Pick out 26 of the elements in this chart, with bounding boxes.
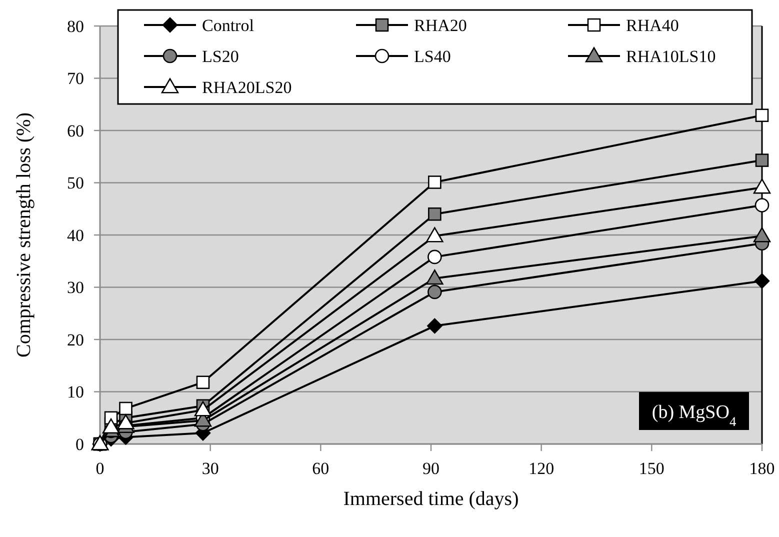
y-axis-title: Compressive strength loss (%) bbox=[13, 112, 35, 358]
y-tick-label: 30 bbox=[67, 278, 84, 298]
legend-label: RHA10LS10 bbox=[626, 46, 716, 66]
annotation: (b) MgSO$_{4}$ bbox=[652, 402, 736, 428]
x-tick-label: 0 bbox=[96, 459, 104, 478]
x-tick-label: 120 bbox=[528, 459, 554, 478]
y-tick-label: 70 bbox=[67, 69, 84, 88]
y-tick-label: 60 bbox=[67, 121, 84, 140]
x-axis-title: Immersed time (days) bbox=[343, 488, 519, 510]
legend-label: RHA40 bbox=[626, 16, 679, 35]
x-tick-label: 60 bbox=[312, 459, 330, 478]
y-tick-label: 80 bbox=[67, 16, 84, 36]
legend-label: RHA20LS20 bbox=[202, 78, 292, 97]
y-tick-label: 40 bbox=[67, 226, 84, 245]
x-tick-label: 90 bbox=[422, 459, 440, 478]
x-tick-label: 30 bbox=[202, 459, 219, 478]
legend-label: RHA20 bbox=[414, 16, 467, 35]
y-tick-label: 0 bbox=[76, 434, 84, 454]
y-tick-label: 20 bbox=[67, 330, 84, 350]
legend-label: LS40 bbox=[414, 46, 451, 66]
y-tick-label: 50 bbox=[67, 174, 84, 193]
legend-label: Control bbox=[202, 16, 254, 35]
y-tick-label: 10 bbox=[67, 382, 84, 402]
x-tick-label: 150 bbox=[638, 459, 664, 478]
x-tick-label: 180 bbox=[749, 459, 775, 478]
legend-label: LS20 bbox=[202, 46, 239, 66]
